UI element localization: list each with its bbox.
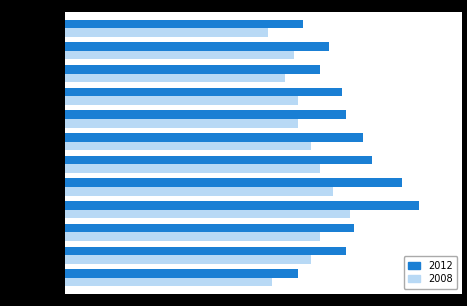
Bar [65, 164, 320, 173]
Bar [65, 110, 346, 119]
Legend: 2012, 2008: 2012, 2008 [403, 256, 458, 289]
Bar [65, 42, 329, 51]
Bar [65, 20, 303, 28]
Bar [65, 233, 320, 241]
Bar [65, 278, 272, 286]
Bar [65, 224, 354, 233]
Bar [65, 187, 333, 196]
Bar [65, 247, 346, 255]
Bar [65, 88, 341, 96]
Bar [65, 255, 311, 264]
Bar [65, 156, 372, 164]
Bar [65, 210, 350, 218]
Bar [65, 201, 419, 210]
Bar [65, 65, 320, 73]
Bar [65, 269, 298, 278]
Bar [65, 142, 311, 150]
Bar [65, 133, 363, 142]
Bar [65, 51, 294, 59]
Bar [65, 28, 268, 37]
Bar [65, 119, 298, 128]
Bar [65, 73, 285, 82]
Bar [65, 178, 402, 187]
Bar [65, 96, 298, 105]
